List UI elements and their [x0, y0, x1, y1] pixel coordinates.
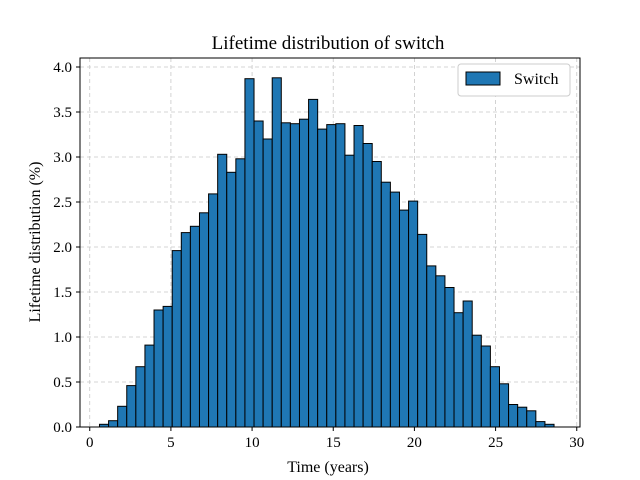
- x-tick-label: 0: [86, 435, 94, 451]
- y-tick-label: 3.0: [53, 150, 72, 166]
- histogram-bar: [317, 128, 328, 428]
- histogram-bar: [135, 366, 146, 428]
- histogram-bar: [326, 124, 337, 428]
- histogram-bar: [126, 385, 137, 428]
- x-tick-label: 5: [167, 435, 175, 451]
- histogram-bar: [198, 212, 210, 428]
- histogram-bar: [380, 181, 391, 428]
- y-tick-label: 2.0: [53, 240, 72, 256]
- histogram-bar: [235, 158, 246, 428]
- histogram-bar: [108, 420, 119, 428]
- y-axis-ticks: 0.0 0.5 1.0 1.5 2.0 2.5 3.0 3.5 4.0: [53, 60, 80, 436]
- histogram-bar: [398, 209, 410, 428]
- histogram-bar: [171, 250, 182, 428]
- chart-title: Lifetime distribution of switch: [212, 33, 445, 54]
- y-tick-label: 0.5: [53, 375, 72, 391]
- x-tick-label: 15: [326, 435, 341, 451]
- histogram-bar: [189, 225, 200, 428]
- histogram-bar: [498, 383, 510, 428]
- x-tick-label: 25: [488, 435, 503, 451]
- y-tick-label: 0.0: [53, 420, 72, 436]
- legend: Switch: [457, 63, 571, 97]
- histogram-bar: [353, 125, 364, 428]
- histogram-bar: [117, 405, 128, 428]
- histogram-bar: [408, 200, 419, 428]
- plot-area-frame: [79, 57, 581, 428]
- histogram-bar: [480, 345, 491, 428]
- y-tick-label: 4.0: [53, 60, 72, 76]
- histogram-bar: [162, 305, 173, 428]
- x-axis-ticks: 0 5 10 15 20 25 30: [86, 427, 584, 451]
- histogram-bar: [435, 275, 446, 428]
- histogram-bar: [362, 143, 373, 428]
- histogram-bar: [289, 123, 300, 428]
- y-axis-label: Lifetime distribution (%): [27, 162, 44, 323]
- y-tick-label: 1.5: [53, 285, 72, 301]
- histogram-bar: [271, 77, 282, 428]
- histogram-bar: [462, 300, 473, 428]
- histogram-bar: [262, 138, 273, 428]
- histogram-bar: [280, 122, 291, 428]
- histogram-bar: [389, 191, 400, 428]
- histogram-bar: [335, 123, 346, 428]
- histogram-bar: [153, 309, 164, 428]
- histogram-bar: [444, 287, 455, 428]
- histogram-bar: [208, 193, 219, 428]
- histogram-bar: [517, 406, 528, 428]
- histogram-bar: [526, 410, 537, 428]
- x-axis-label: Time (years): [287, 459, 369, 476]
- histogram-bar: [298, 118, 310, 428]
- histogram-bar: [489, 366, 500, 428]
- histogram-bar: [144, 344, 155, 428]
- y-tick-label: 1.0: [53, 330, 72, 346]
- x-tick-label: 30: [569, 435, 584, 451]
- histogram-bar: [508, 404, 519, 428]
- histogram-bar: [535, 421, 546, 428]
- histogram-bars: [98, 77, 555, 428]
- legend-swatch-switch: [465, 71, 501, 86]
- histogram-bar: [453, 312, 464, 428]
- histogram-bar: [180, 232, 191, 428]
- histogram-bar: [217, 153, 228, 428]
- histogram-bar: [308, 98, 319, 428]
- histogram-bar: [344, 154, 355, 428]
- histogram-bar: [471, 334, 482, 428]
- y-tick-label: 3.5: [53, 105, 72, 121]
- legend-label-switch: Switch: [514, 71, 558, 88]
- histogram-bar: [426, 265, 437, 428]
- histogram-bar: [417, 233, 428, 428]
- histogram-bar: [371, 161, 382, 428]
- histogram-bar: [244, 78, 255, 428]
- histogram-bar: [226, 171, 237, 428]
- y-tick-label: 2.5: [53, 195, 72, 211]
- histogram-bar: [253, 120, 264, 428]
- x-tick-label: 20: [407, 435, 422, 451]
- x-tick-label: 10: [245, 435, 260, 451]
